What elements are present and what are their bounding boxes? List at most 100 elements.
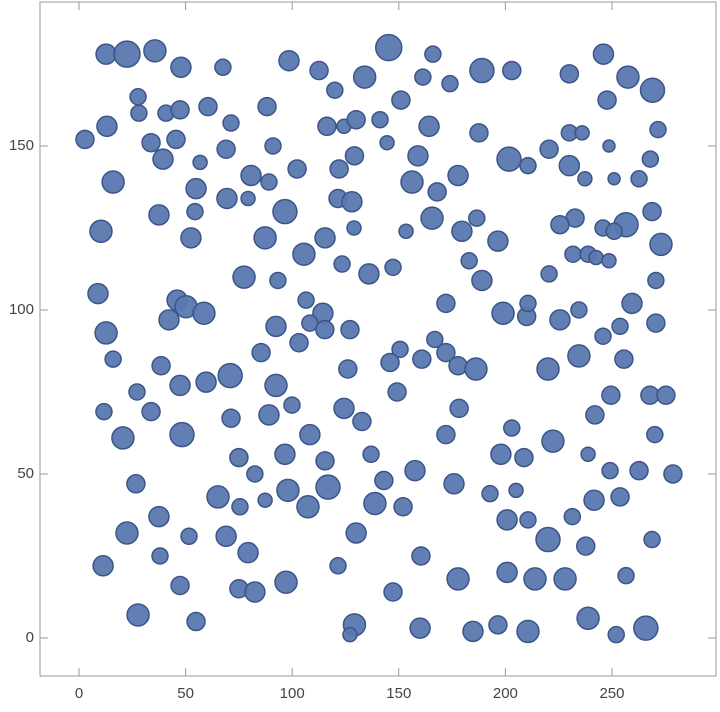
bubble [315,474,341,500]
bubble [523,567,547,591]
bubble [346,220,362,236]
bubble [231,498,249,516]
bubble [185,177,207,200]
bubble [287,159,307,179]
bubble [553,567,577,591]
bubble [96,115,118,138]
bubble [297,291,315,309]
bubble [289,333,309,353]
bubble [621,292,643,315]
bubble [468,209,486,227]
bubble [283,396,301,414]
bubble [570,301,588,319]
bubble [404,459,426,482]
bubble [374,470,394,491]
bubble [229,447,249,468]
x-tick-label: 100 [280,685,305,702]
bubble [296,495,320,519]
bubble [113,40,141,68]
bubble [314,227,336,249]
bubble [180,227,202,249]
bubble [170,56,192,79]
bubble [539,139,559,160]
bubble [588,249,604,266]
bubble [610,487,630,507]
bubble [192,301,216,326]
bubble [141,132,161,153]
bubble [536,357,560,381]
bubble [232,265,256,289]
bubble [629,460,649,481]
x-tick-label: 50 [177,685,194,702]
bubble [614,349,634,369]
bubble [594,327,612,345]
bubble [649,120,667,139]
bubble [206,485,230,509]
bubble [469,57,495,84]
bubble [550,214,570,235]
bubble [169,421,195,448]
bubble [577,171,593,187]
bubble [649,232,673,257]
bubble [387,382,407,402]
bubble [299,423,321,446]
bubble [426,330,444,349]
bubble [87,282,109,305]
bubble [502,60,522,81]
bubble [315,451,335,471]
bubble [130,104,148,122]
y-tick-label: 150 [9,137,34,154]
bubble [148,505,170,528]
x-tick-label: 250 [599,685,624,702]
bubble [94,321,118,345]
bubble [411,546,431,566]
x-tick-label: 0 [75,685,83,702]
bubble [592,43,615,65]
bubble [391,90,411,110]
bubble [436,424,456,445]
bubble [215,525,237,548]
bubble [574,125,590,141]
bubble [342,626,358,643]
bubble [540,265,558,283]
bubble [641,150,660,168]
bubble [519,156,537,175]
bubble [89,219,113,244]
bubble [329,159,349,179]
bubble [344,146,365,166]
bubble [95,402,113,421]
bubble [563,507,582,526]
bubble [257,96,277,117]
bubble [643,530,661,549]
bubble [597,90,617,110]
bubble [170,100,190,120]
bubble [326,81,344,99]
bubble [541,429,565,453]
bubble [333,397,355,420]
bubble [363,491,387,516]
bubble [436,342,456,363]
bubble [128,383,146,401]
bubble [371,110,389,129]
bubble [418,115,440,138]
bubble [169,374,191,397]
bubble [646,425,664,444]
bubble [481,484,499,503]
bubble [496,146,522,172]
bubble [92,555,114,577]
bubble [126,603,150,627]
bubble [656,385,676,405]
bubble [420,206,444,230]
bubble [216,187,238,210]
bubble [214,58,232,77]
bubble [602,139,616,153]
bubble [151,547,169,565]
bubble [567,344,591,368]
bubble [496,509,518,531]
x-tick-label: 200 [493,685,518,702]
bubble [104,350,122,368]
bubble [264,373,288,398]
bubble [535,526,561,553]
bubble [583,489,605,511]
bubble [186,611,206,632]
